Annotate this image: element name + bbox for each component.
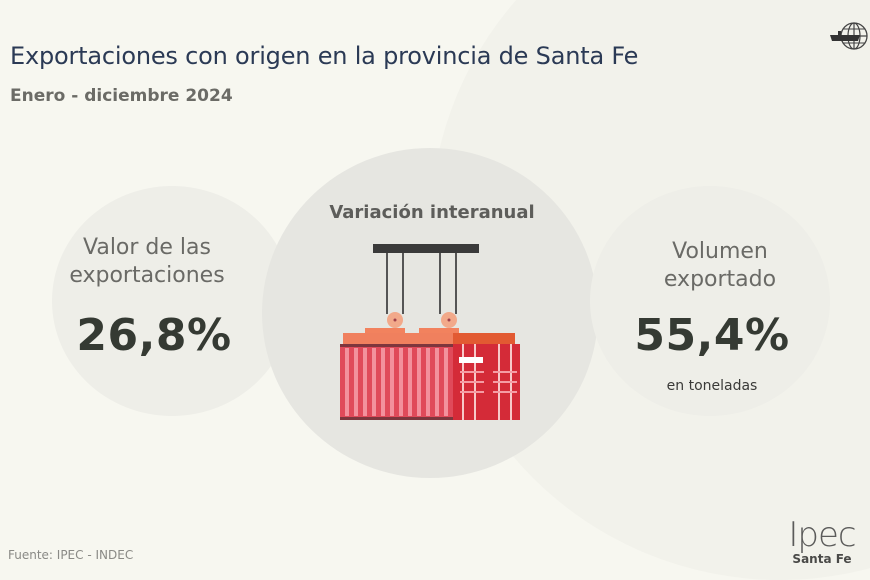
shipping-container-crane-icon: [340, 244, 520, 420]
ipec-logo: Ipec Santa Fe: [780, 518, 864, 566]
right-stat-circle: [590, 186, 830, 416]
page-title: Exportaciones con origen en la provincia…: [10, 42, 639, 70]
export-value-percent: 26,8%: [76, 310, 232, 361]
center-circle: [262, 148, 598, 478]
export-volume-label-line2: exportado: [663, 267, 777, 292]
export-volume-label-line1: Volumen: [672, 239, 768, 264]
export-volume-percent: 55,4%: [634, 310, 790, 361]
source-note: Fuente: IPEC - INDEC: [8, 548, 134, 562]
export-value-label-line2: exportaciones: [69, 263, 225, 288]
logo-main-text: Ipec: [788, 515, 856, 555]
export-value-label-line1: Valor de las: [83, 235, 211, 260]
center-title: Variación interanual: [329, 202, 535, 223]
page-subtitle: Enero - diciembre 2024: [10, 86, 233, 106]
export-volume-unit: en toneladas: [666, 378, 758, 394]
globe-ship-icon: [830, 22, 868, 50]
export-volume-label: Volumen exportado: [620, 238, 820, 294]
export-value-label: Valor de las exportaciones: [52, 234, 242, 290]
left-stat-circle: [52, 186, 292, 416]
logo-sub-text: Santa Fe: [792, 552, 852, 566]
